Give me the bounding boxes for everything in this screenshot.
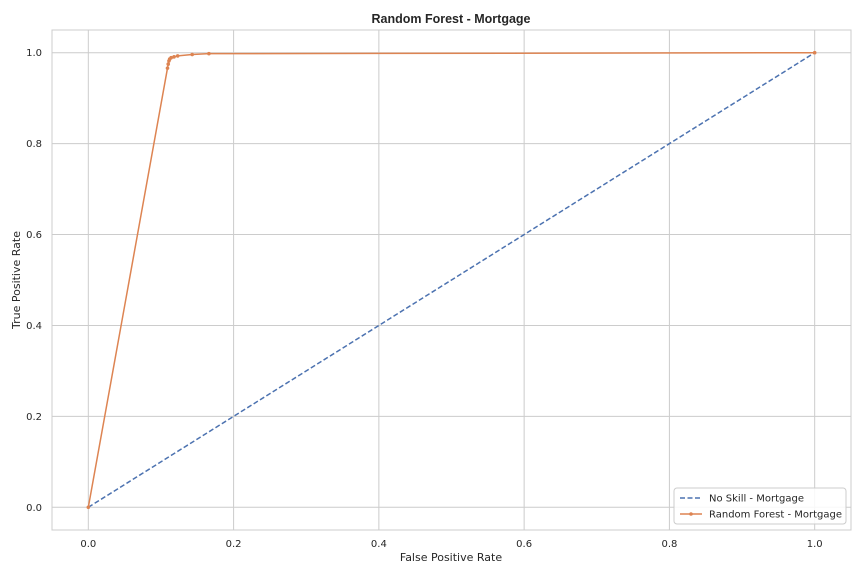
y-tick-label: 0.8: [26, 139, 42, 150]
series-point: [207, 51, 211, 56]
series-point: [190, 52, 194, 57]
x-axis-label: False Positive Rate: [400, 551, 502, 564]
series-point: [175, 54, 180, 58]
series-point: [169, 55, 173, 60]
y-tick-label: 0.0: [26, 503, 42, 514]
series-point: [172, 55, 176, 59]
series-point: [165, 66, 170, 70]
legend-random-forest-label: Random Forest - Mortgage: [709, 510, 842, 521]
y-tick-label: 0.6: [26, 230, 42, 241]
x-tick-label: 0.6: [516, 539, 532, 550]
series-point: [812, 50, 817, 55]
grid-lines: [52, 30, 851, 530]
y-tick-label: 0.4: [26, 321, 42, 332]
x-tick-labels: 0.0 0.2 0.4 0.6 0.8 1.0: [80, 539, 822, 550]
x-tick-label: 0.8: [661, 539, 677, 550]
plot-frame: [51, 29, 852, 531]
legend: No Skill - Mortgage Random Forest - Mort…: [673, 487, 847, 525]
x-tick-label: 0.0: [80, 539, 96, 550]
series-layer: [86, 50, 817, 510]
y-tick-label: 0.2: [26, 412, 42, 423]
series-point: [86, 505, 91, 510]
chart-title: Random Forest - Mortgage: [371, 12, 530, 26]
legend-box: [673, 487, 847, 525]
series-line-0: [87, 52, 816, 508]
legend-random-forest-marker: [689, 512, 693, 516]
y-tick-labels: 0.0 0.2 0.4 0.6 0.8 1.0: [26, 48, 42, 514]
x-tick-label: 1.0: [807, 539, 823, 550]
x-tick-label: 0.2: [226, 539, 242, 550]
legend-no-skill-label: No Skill - Mortgage: [709, 494, 804, 505]
x-tick-label: 0.4: [371, 539, 387, 550]
y-axis-label: True Positive Rate: [10, 231, 23, 330]
series-point: [166, 62, 171, 66]
y-tick-label: 1.0: [26, 48, 42, 59]
